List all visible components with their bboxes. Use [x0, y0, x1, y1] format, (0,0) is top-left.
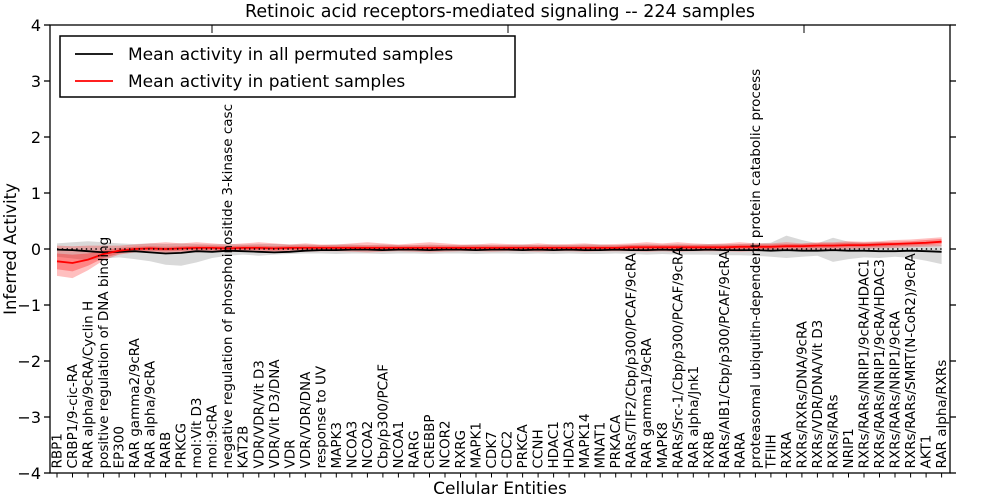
x-tick-label: HDAC3	[562, 421, 578, 468]
x-tick-label: RARB	[158, 432, 174, 469]
x-tick-label: RAR alpha/9cRA	[143, 360, 159, 469]
patient-mean-line	[56, 240, 942, 264]
x-tick-label: RXRs/RARs	[826, 394, 842, 468]
x-tick-label: RARs/AIB1/Cbp/p300/PCAF/9cRA	[717, 250, 733, 469]
x-tick-label: RARs/Src-1/Cbp/p300/PCAF/9cRA	[670, 246, 686, 468]
x-tick-label: RAR gamma1/9cRA	[639, 337, 655, 468]
x-tick-label: HDAC1	[546, 421, 562, 468]
x-tick-label: VDR/Vit D3/DNA	[267, 359, 283, 469]
x-tick-label: CCNH	[531, 429, 547, 468]
x-tick-label: RXRs/VDR/DNA/Vit D3	[810, 320, 826, 469]
chart-title: Retinoic acid receptors-mediated signali…	[245, 2, 755, 22]
x-tick-label: RBP1	[50, 433, 66, 468]
x-tick-label: RXRs/RXRs/DNA/9cRA	[794, 320, 810, 468]
x-tick-label: VDR/VDR/Vit D3	[251, 360, 267, 468]
y-tick-label: −3	[17, 408, 41, 427]
legend: Mean activity in all permuted samples Me…	[59, 35, 516, 98]
legend-box	[59, 35, 516, 98]
x-tick-label: mol:Vit D3	[189, 398, 205, 469]
x-tick-label: KAT2B	[236, 426, 252, 469]
legend-patient-label: Mean activity in patient samples	[128, 72, 405, 92]
x-tick-label: MNAT1	[593, 422, 609, 469]
y-tick-label: 2	[31, 128, 41, 147]
x-tick-label: RXRA	[779, 431, 795, 468]
x-tick-label: CDK7	[484, 431, 500, 468]
x-tick-label: NCOA2	[360, 421, 376, 469]
x-tick-label: CDC2	[500, 431, 516, 469]
x-tick-label: negative regulation of phosphoinositide …	[220, 104, 236, 469]
y-tick-label: 1	[31, 184, 41, 203]
y-tick-label: 0	[31, 240, 41, 259]
x-tick-label: RXRs/RARs/NRIP1/9cRA/HDAC3	[872, 259, 888, 468]
x-tick-label: RAR alpha/Jnk1	[686, 366, 702, 469]
x-tick-label: RARG	[406, 431, 422, 469]
x-tick-label: RAR gamma2/9cRA	[127, 337, 143, 468]
x-tick-label: response to UV	[313, 365, 329, 468]
x-tick-label: PRKCA	[515, 423, 531, 468]
x-tick-label: MAPK1	[469, 422, 485, 468]
x-tick-label: EP300	[112, 426, 128, 468]
x-tick-label: proteasomal ubiquitin-dependent protein …	[748, 69, 764, 469]
x-tick-label: RXRs/RARs/NRIP1/9cRA/HDAC1	[857, 259, 873, 468]
x-tick-label: Cbp/p300/PCAF	[375, 364, 391, 469]
x-tick-label: CREBBP	[422, 415, 438, 469]
x-tick-label: RAR alpha/RXRs	[934, 360, 950, 469]
x-tick-label: PRKCG	[174, 423, 190, 469]
x-tick-label: VDR/VDR/DNA	[298, 371, 314, 469]
x-axis-label: Cellular Entities	[433, 479, 567, 499]
x-tick-label: AKT1	[919, 435, 935, 469]
x-tick-label: RAR alpha/9cRA/Cyclin H	[81, 301, 97, 469]
x-tick-label: RXRB	[701, 431, 717, 468]
legend-permuted-label: Mean activity in all permuted samples	[128, 45, 453, 65]
x-tick-label: positive regulation of DNA binding	[96, 237, 112, 469]
y-tick-label: 3	[31, 72, 41, 91]
x-tick-label: PRKACA	[608, 414, 624, 469]
x-tick-label: RXRG	[453, 430, 469, 468]
x-tick-label: NCOA1	[391, 421, 407, 469]
y-tick-label: −2	[17, 352, 41, 371]
x-tick-label: MAPK3	[329, 422, 345, 468]
y-tick-label: −4	[17, 464, 41, 483]
y-tick-label: 4	[31, 16, 41, 35]
x-tick-label: NCOR2	[438, 420, 454, 468]
x-tick-label: RXRs/RARs/NRIP1/9cRA	[888, 310, 904, 468]
x-tick-label: RXRs/RARs/SMRT(N-CoR2)/9cRA	[903, 252, 919, 468]
x-tick-label: RARs/TIF2/Cbp/p300/PCAF/9cRA	[624, 252, 640, 468]
x-tick-label: TFIIH	[763, 434, 779, 469]
x-tick-label: CRBP1/9-cic-RA	[65, 363, 81, 468]
x-tick-label: NRIP1	[841, 428, 857, 468]
x-tick-label: NCOA3	[344, 421, 360, 469]
x-tick-label: RARA	[732, 432, 748, 469]
x-tick-label: VDR	[282, 439, 298, 468]
x-tick-label: MAPK8	[655, 422, 671, 468]
permuted-band	[57, 235, 942, 266]
x-tick-label: mol:9cRA	[205, 404, 221, 469]
y-axis-label: Inferred Activity	[1, 183, 20, 315]
y-tick-label: −1	[17, 296, 41, 315]
x-tick-label: MAPK14	[577, 413, 593, 468]
